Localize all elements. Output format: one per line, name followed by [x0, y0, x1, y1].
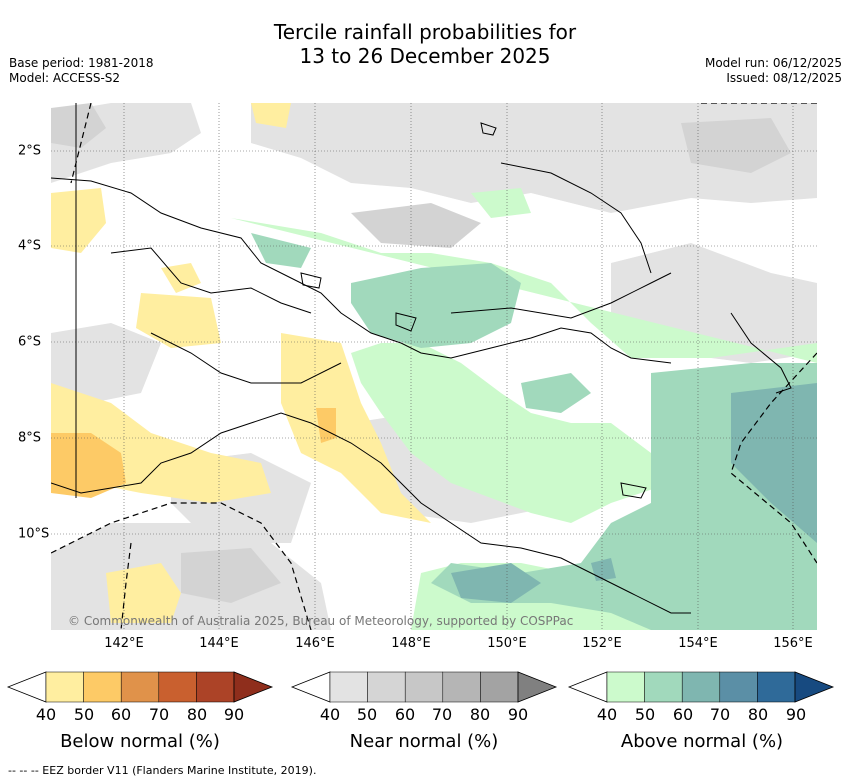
colorbar-segment — [83, 671, 122, 703]
x-tick: 148°E — [391, 636, 431, 651]
cb-label: 50 — [634, 705, 656, 724]
y-tick: 6°S — [18, 334, 42, 350]
x-tick: 142°E — [104, 636, 144, 651]
eez-footnote: -- -- -- EEZ border V11 (Flanders Marine… — [8, 764, 317, 777]
meta-right: Model run: 06/12/2025 Issued: 08/12/2025 — [705, 56, 842, 86]
colorbar-segment — [644, 671, 683, 703]
cb-label: 70 — [148, 705, 170, 724]
x-tick: 154°E — [678, 636, 718, 651]
cb-label: 80 — [747, 705, 769, 724]
cb-label: 70 — [431, 705, 453, 724]
below-normal-60 — [51, 408, 336, 498]
meta-left: Base period: 1981-2018 Model: ACCESS-S2 — [9, 56, 154, 86]
below-normal-title: Below normal (%) — [60, 731, 220, 752]
colorbar-segment — [45, 671, 84, 703]
colorbar-segment — [404, 671, 444, 703]
colorbars — [6, 671, 835, 703]
colorbar-segment — [606, 671, 645, 703]
cb-label: 60 — [672, 705, 694, 724]
colorbar-segment — [480, 671, 519, 703]
cb-label: 40 — [35, 705, 57, 724]
cb-label: 80 — [186, 705, 208, 724]
x-tick: 144°E — [199, 636, 239, 651]
above-normal-70 — [451, 383, 817, 603]
colorbar-segment — [120, 671, 160, 703]
issued-date: Issued: 08/12/2025 — [726, 71, 842, 85]
colorbar-segment — [757, 671, 796, 703]
colorbar-segment — [196, 671, 235, 703]
eez-borders — [51, 103, 817, 630]
y-tick: 2°S — [18, 143, 42, 159]
above-normal-title: Above normal (%) — [620, 731, 784, 752]
colorbar-segment — [681, 671, 721, 703]
forecast-map — [51, 103, 817, 630]
colorbar-extend-high — [794, 671, 835, 703]
cb-label: 80 — [469, 705, 491, 724]
colorbar-2 — [567, 671, 835, 703]
title-line-1: Tercile rainfall probabilities for — [273, 20, 577, 44]
cb-label: 90 — [507, 705, 529, 724]
x-tick: 156°E — [773, 636, 813, 651]
title-line-2: 13 to 26 December 2025 — [299, 44, 551, 68]
model-name: Model: ACCESS-S2 — [9, 71, 121, 85]
model-run: Model run: 06/12/2025 — [704, 56, 842, 70]
cb-label: 90 — [223, 705, 245, 724]
near-normal-title: Near normal (%) — [349, 731, 499, 752]
colorbar-segment — [367, 671, 406, 703]
coastlines — [51, 103, 792, 614]
cb-label: 50 — [73, 705, 95, 724]
colorbar-1 — [290, 671, 558, 703]
map-title: Tercile rainfall probabilities for 13 to… — [0, 20, 850, 68]
x-tick: 150°E — [487, 636, 527, 651]
cb-label: 90 — [785, 705, 807, 724]
y-tick: 8°S — [18, 430, 42, 446]
colorbar-extend-low — [290, 671, 331, 703]
y-tick: 10°S — [18, 526, 50, 542]
x-tick: 146°E — [295, 636, 335, 651]
colorbar-segment — [719, 671, 758, 703]
above-normal-50 — [251, 233, 817, 630]
colorbar-extend-low — [6, 671, 47, 703]
colorbar-extend-high — [517, 671, 558, 703]
colorbar-segment — [158, 671, 197, 703]
y-tick: 4°S — [18, 238, 42, 254]
cb-label: 40 — [596, 705, 618, 724]
base-period: Base period: 1981-2018 — [9, 56, 154, 70]
x-tick: 152°E — [582, 636, 622, 651]
colorbar-segment — [442, 671, 481, 703]
colorbar-segment — [329, 671, 368, 703]
copyright-notice: © Commonwealth of Australia 2025, Bureau… — [68, 614, 574, 628]
cb-label: 40 — [319, 705, 341, 724]
cb-label: 60 — [394, 705, 416, 724]
colorbar-0 — [6, 671, 274, 703]
cb-label: 60 — [110, 705, 132, 724]
near-normal-darker — [51, 103, 791, 603]
colorbar-extend-low — [567, 671, 608, 703]
cb-label: 70 — [709, 705, 731, 724]
cb-label: 50 — [356, 705, 378, 724]
colorbar-extend-high — [233, 671, 274, 703]
